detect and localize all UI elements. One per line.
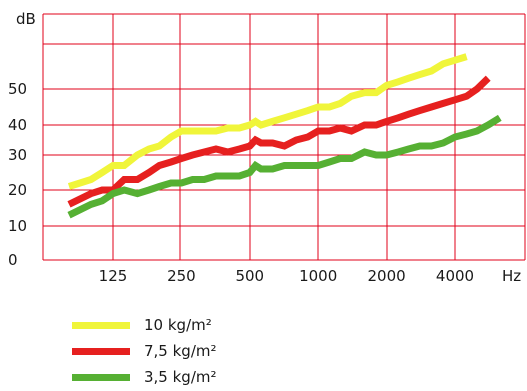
legend-item-10kg: 10 kg/m²	[72, 313, 217, 337]
y-tick-label: 40	[8, 116, 27, 134]
chart: dB Hz 0 10 20 30 40 50 125 250 500 1000 2000 4000	[8, 10, 526, 285]
y-tick-label: 0	[8, 251, 18, 269]
y-tick-label: 30	[8, 146, 27, 164]
x-tick-label: 4000	[436, 267, 474, 285]
x-tick-label: 125	[99, 267, 128, 285]
y-axis-unit-label: dB	[16, 10, 36, 28]
x-tick-label: 250	[167, 267, 196, 285]
y-tick-label: 10	[8, 217, 27, 235]
legend-label: 3,5 kg/m²	[144, 368, 217, 386]
x-axis-ticks: 125 250 500 1000 2000 4000	[99, 267, 474, 285]
chart-legend: 10 kg/m² 7,5 kg/m² 3,5 kg/m²	[72, 313, 217, 391]
x-axis-unit-label: Hz	[502, 267, 521, 285]
legend-label: 10 kg/m²	[144, 316, 212, 334]
series-line-0	[67, 53, 468, 190]
legend-item-7-5kg: 7,5 kg/m²	[72, 339, 217, 363]
legend-label: 7,5 kg/m²	[144, 342, 217, 360]
x-tick-label: 2000	[368, 267, 406, 285]
y-axis-ticks: 0 10 20 30 40 50	[8, 80, 27, 269]
x-tick-label: 1000	[299, 267, 337, 285]
series-line-2	[67, 114, 502, 219]
series-line-1	[67, 75, 491, 208]
x-tick-label: 500	[235, 267, 264, 285]
legend-swatch	[72, 373, 130, 381]
y-tick-label: 20	[8, 181, 27, 199]
y-tick-label: 50	[8, 80, 27, 98]
legend-swatch	[72, 347, 130, 355]
legend-swatch	[72, 321, 130, 329]
legend-item-3-5kg: 3,5 kg/m²	[72, 365, 217, 389]
chart-series	[67, 53, 502, 219]
